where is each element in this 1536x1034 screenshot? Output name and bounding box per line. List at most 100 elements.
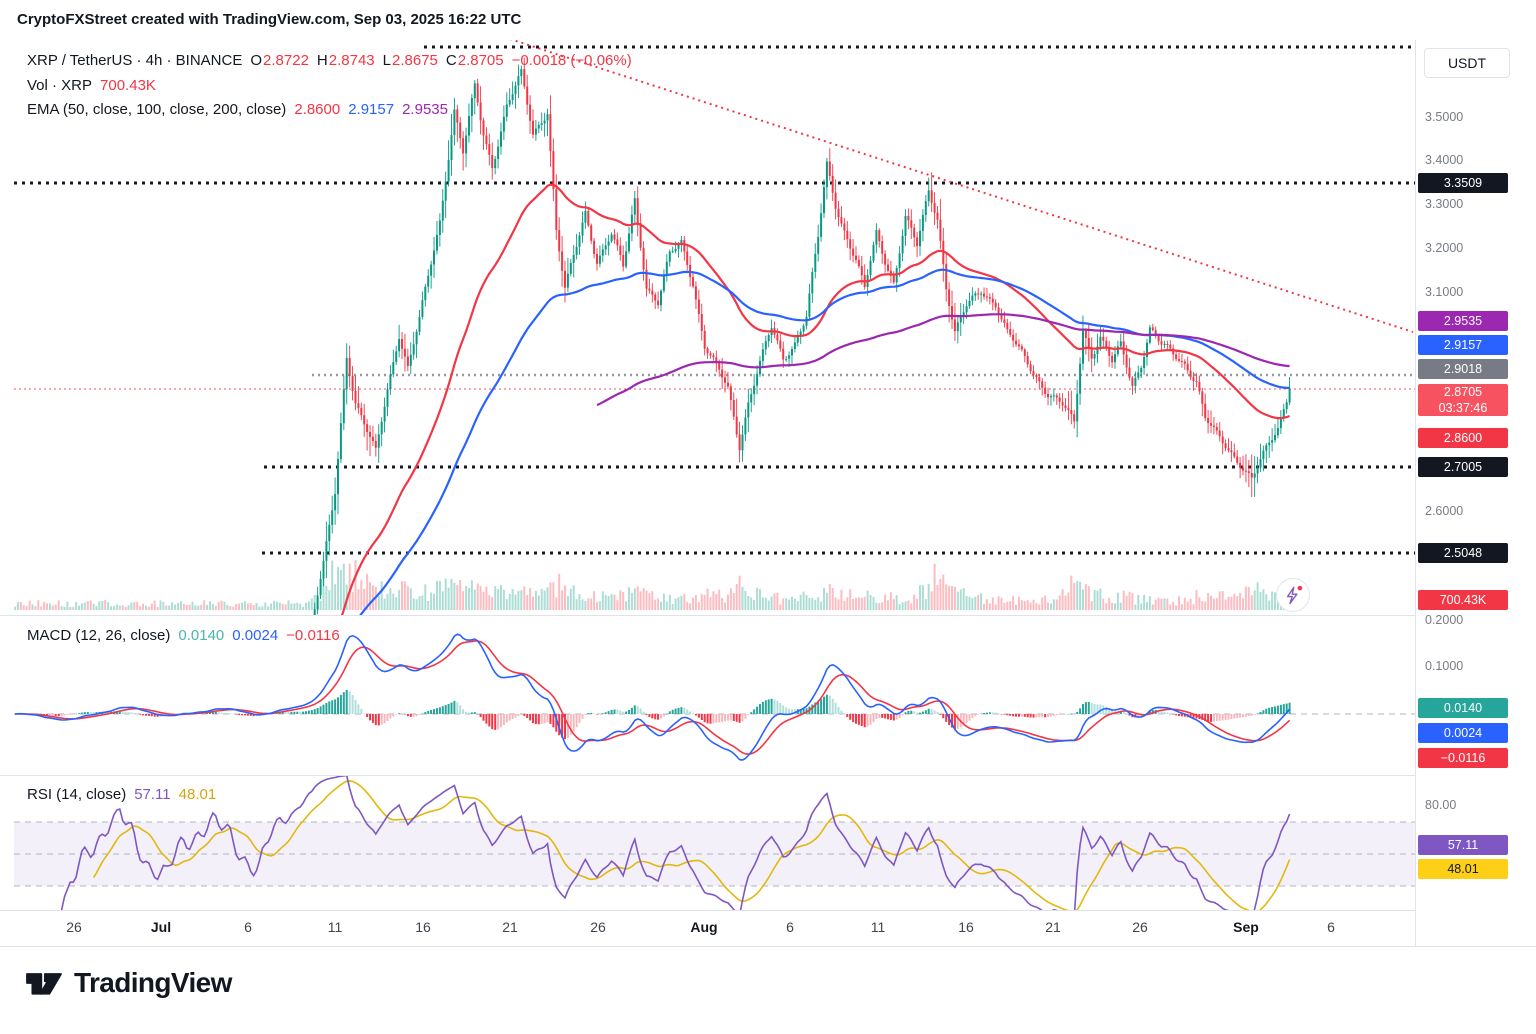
candle-body xyxy=(1262,450,1265,460)
time-axis[interactable]: 26 Jul 6 11 16 21 26 Aug 6 11 16 21 26 Sep 6 xyxy=(0,911,1415,946)
macd-histogram-bar xyxy=(889,714,892,720)
macd-histogram-bar xyxy=(1250,714,1253,716)
main-price-pane[interactable] xyxy=(0,40,1415,615)
candle-body xyxy=(540,123,543,125)
candle-body xyxy=(1157,335,1160,342)
macd-histogram-bar xyxy=(421,713,424,715)
volume-bar xyxy=(476,583,479,610)
macd-histogram-bar xyxy=(683,707,686,714)
volume-bar xyxy=(881,602,884,610)
macd-line[interactable] xyxy=(14,633,1291,761)
legend-volume-row[interactable]: Vol · XRP 700.43K xyxy=(27,77,156,94)
volume-bar xyxy=(1090,601,1093,610)
legend-rsi-row[interactable]: RSI (14, close) 57.11 48.01 xyxy=(27,786,216,803)
macd-histogram-bar xyxy=(526,714,529,718)
macd-histogram-bar xyxy=(139,714,142,715)
volume-bar xyxy=(249,603,252,610)
ema100-line[interactable] xyxy=(306,268,1290,615)
volume-bar xyxy=(1125,595,1128,610)
volume-bar xyxy=(331,560,334,610)
axis-tick-label: 2.6000 xyxy=(1425,504,1464,518)
volume-bar xyxy=(470,580,473,610)
macd-histogram-bar xyxy=(363,713,366,714)
ema200-line[interactable] xyxy=(596,313,1290,407)
volume-bar xyxy=(494,586,497,610)
volume-bar xyxy=(919,585,921,610)
volume-bar xyxy=(25,605,28,610)
candle-body xyxy=(1134,377,1137,386)
candle-body xyxy=(921,214,924,231)
volume-bar xyxy=(776,592,779,610)
pane-separator[interactable] xyxy=(0,615,1536,616)
volume-bar xyxy=(1218,591,1221,610)
macd-signal-line[interactable] xyxy=(15,640,1291,756)
candle-body xyxy=(907,216,910,221)
candle-body xyxy=(878,230,881,242)
volume-bar xyxy=(1221,591,1224,610)
candle-body xyxy=(334,494,337,511)
macd-histogram-bar xyxy=(767,699,770,714)
candle-body xyxy=(732,400,735,417)
volume-bar xyxy=(270,603,273,610)
brand-name: TradingView xyxy=(74,967,232,998)
volume-bar xyxy=(1096,590,1099,610)
volume-bar xyxy=(520,590,523,610)
candle-body xyxy=(983,293,985,297)
candle-body xyxy=(325,541,328,561)
volume-bar xyxy=(884,594,887,610)
candle-body xyxy=(951,306,953,320)
macd-histogram-bar xyxy=(898,714,901,718)
candle-body xyxy=(488,144,491,155)
macd-histogram-bar xyxy=(1227,714,1230,720)
macd-histogram-bar xyxy=(1166,712,1169,714)
macd-histogram-bar xyxy=(1052,714,1055,716)
legend-ema-row[interactable]: EMA (50, close, 100, close, 200, close) … xyxy=(27,101,448,118)
volume-bar xyxy=(732,593,735,610)
volume-bar xyxy=(1163,598,1166,610)
macd-histogram-bar xyxy=(1064,714,1067,715)
descending-trendline[interactable] xyxy=(470,40,1414,333)
macd-histogram-bar xyxy=(1242,714,1244,718)
macd-histogram-bar xyxy=(703,714,706,723)
ema50-line[interactable] xyxy=(161,183,1290,615)
macd-histogram-bar xyxy=(613,709,616,714)
rsi-line[interactable] xyxy=(56,775,1291,911)
volume-bar xyxy=(284,604,287,610)
legend-macd-row[interactable]: MACD (12, 26, close) 0.0140 0.0024 −0.01… xyxy=(27,627,340,644)
macd-histogram-bar xyxy=(1253,714,1256,715)
volume-bar xyxy=(293,603,296,610)
rsi-value: 57.11 xyxy=(134,786,171,803)
candle-body xyxy=(398,339,401,352)
volume-bar xyxy=(28,600,31,610)
tradingview-logo[interactable]: TradingView xyxy=(24,966,232,1000)
macd-histogram-bar xyxy=(418,714,421,716)
candle-body xyxy=(825,161,828,188)
macd-histogram-bar xyxy=(907,710,910,714)
currency-toggle[interactable]: USDT xyxy=(1424,48,1510,78)
volume-bar xyxy=(392,593,395,610)
pane-separator[interactable] xyxy=(0,775,1536,776)
macd-histogram-bar xyxy=(468,712,470,714)
macd-histogram-bar xyxy=(1035,714,1038,718)
macd-pane[interactable] xyxy=(0,615,1415,775)
macd-histogram-bar xyxy=(939,714,942,715)
macd-histogram-bar xyxy=(651,714,654,719)
axis-price-chip: 700.43K xyxy=(1418,590,1508,610)
rsi-pane[interactable] xyxy=(0,775,1415,910)
volume-bar xyxy=(665,601,668,610)
candle-body xyxy=(1050,396,1052,398)
rsi-ma-line[interactable] xyxy=(92,780,1291,910)
candle-body xyxy=(645,269,648,289)
candle-body xyxy=(409,354,412,366)
candle-body xyxy=(1052,395,1055,397)
volume-bar xyxy=(799,594,802,610)
volume-bar xyxy=(910,603,913,610)
macd-histogram-bar xyxy=(587,713,590,714)
price-axis[interactable]: 3.5000 3.4000 3.3000 3.2000 3.1000 2.6000 3.35… xyxy=(1416,40,1536,946)
volume-bar xyxy=(802,591,805,610)
macd-histogram-bar xyxy=(92,712,95,714)
candle-body xyxy=(371,436,374,441)
quick-trade-icon[interactable] xyxy=(1276,578,1310,612)
candle-body xyxy=(564,270,566,288)
